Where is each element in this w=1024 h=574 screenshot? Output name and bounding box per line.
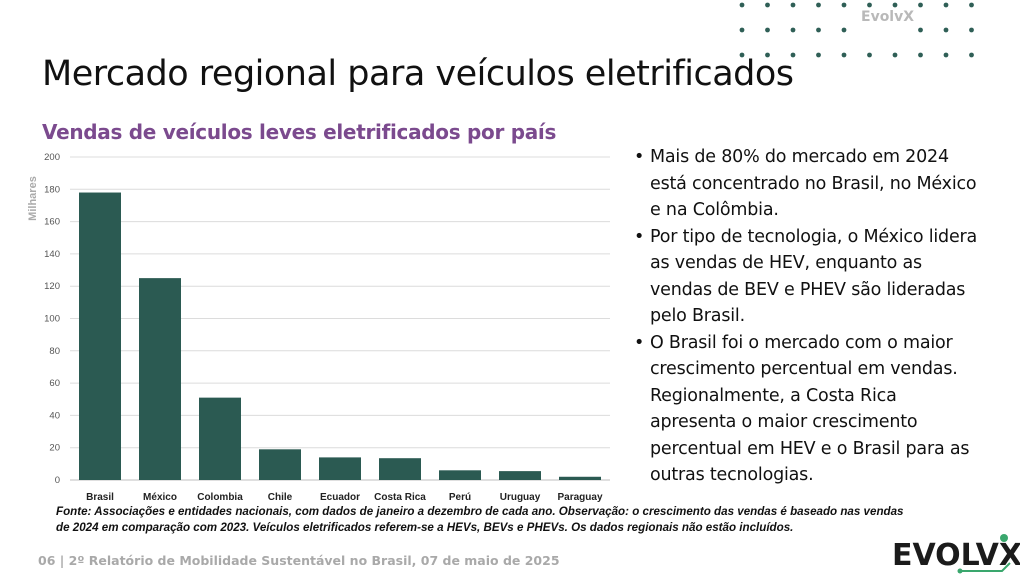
decorative-dot [918, 27, 923, 33]
y-tick-label: 80 [49, 346, 60, 357]
bar-costa-rica [379, 458, 421, 480]
finding-item: • Mais de 80% do mercado em 2024 está con… [632, 144, 982, 224]
y-tick-label: 100 [44, 314, 60, 325]
chart-title: Vendas de veículos leves eletrificados p… [42, 120, 557, 144]
y-axis-label: Milhares [27, 176, 39, 221]
decorative-dot [790, 27, 796, 33]
finding-item: • O Brasil foi o mercado com o maior cres… [632, 330, 982, 489]
decorative-dot [841, 2, 847, 8]
x-tick-label: Colombia [197, 492, 243, 503]
y-tick-label: 180 [44, 184, 60, 195]
decorative-dot [892, 2, 898, 8]
bar-uruguay [499, 471, 541, 480]
x-tick-label: Costa Rica [374, 492, 426, 503]
bullet-icon: • [634, 147, 645, 167]
finding-text: Mais de 80% do mercado em 2024 está conc… [650, 147, 977, 220]
bar-brasil [79, 192, 121, 480]
decorative-dot [765, 52, 770, 58]
decorative-dot [739, 27, 745, 33]
x-tick-label: Uruguay [500, 492, 541, 503]
decorative-dot [739, 52, 745, 58]
decorative-dot [765, 27, 770, 33]
leaf-icon [1000, 534, 1008, 542]
finding-item: • Por tipo de tecnologia, o México lidera… [632, 224, 982, 330]
footer-citation: 06 | 2º Relatório de Mobilidade Sustentá… [38, 553, 560, 568]
source-note: Fonte: Associações e entidades nacionais… [56, 505, 904, 534]
y-tick-label: 120 [44, 281, 60, 292]
decorative-dot [969, 52, 974, 58]
decorative-dot [816, 2, 821, 8]
bar-ecuador [319, 457, 361, 480]
decorative-dot [918, 2, 923, 8]
page-title: Mercado regional para veículos eletrific… [42, 54, 794, 94]
decorative-dot [765, 2, 770, 8]
decorative-dot [943, 27, 949, 33]
decorative-dot [739, 2, 745, 8]
circuit-node-icon [957, 568, 963, 574]
evolvx-logo: EVOLVX [892, 534, 1020, 574]
decorative-dot [969, 27, 974, 33]
decorative-dot [841, 27, 847, 33]
y-tick-label: 40 [49, 410, 60, 421]
bar-paraguay [559, 476, 601, 480]
decorative-dot [892, 52, 898, 58]
decorative-dot [816, 52, 821, 58]
decorative-dot [943, 2, 949, 8]
x-tick-label: Perú [449, 492, 471, 503]
bar-méxico [139, 278, 181, 480]
x-tick-label: Brasil [86, 492, 114, 503]
decorative-dot [841, 52, 847, 58]
key-findings-list: • Mais de 80% do mercado em 2024 está con… [632, 144, 982, 489]
bullet-icon: • [634, 332, 645, 353]
decorative-dot [790, 2, 796, 8]
bar-perú [439, 470, 481, 480]
bar-chart: 0 20 40 60 80 100 120 140 160 180 200 Milhares Brasi… [27, 152, 610, 503]
x-tick-label: Ecuador [320, 492, 360, 503]
circuit-line-icon [962, 562, 1011, 572]
y-tick-label: 140 [44, 249, 60, 260]
y-tick-label: 20 [49, 443, 60, 454]
brand-wordmark-top: EvolvX [861, 9, 915, 25]
x-tick-label: México [143, 492, 177, 503]
finding-text: O Brasil foi o mercado com o maior cresc… [650, 332, 970, 486]
y-tick-label: 200 [44, 152, 60, 163]
logo-wordmark: EVOLVX [892, 538, 1020, 573]
decorative-dot [867, 52, 872, 58]
decorative-dot [918, 52, 923, 58]
bar-colombia [199, 397, 241, 480]
finding-text: Por tipo de tecnologia, o México lidera … [650, 226, 978, 327]
bar-chile [259, 449, 301, 480]
decorative-dot [790, 52, 796, 58]
decorative-dot [867, 2, 872, 8]
decorative-dot-grid [739, 2, 974, 58]
decorative-dot [969, 2, 974, 8]
y-tick-label: 160 [44, 217, 60, 228]
x-tick-label: Chile [268, 492, 293, 503]
y-tick-label: 60 [49, 378, 60, 389]
bullet-icon: • [634, 226, 645, 247]
x-tick-label: Paraguay [557, 492, 602, 503]
y-tick-label: 0 [55, 475, 60, 486]
decorative-dot [943, 52, 949, 58]
decorative-dot [816, 27, 821, 33]
